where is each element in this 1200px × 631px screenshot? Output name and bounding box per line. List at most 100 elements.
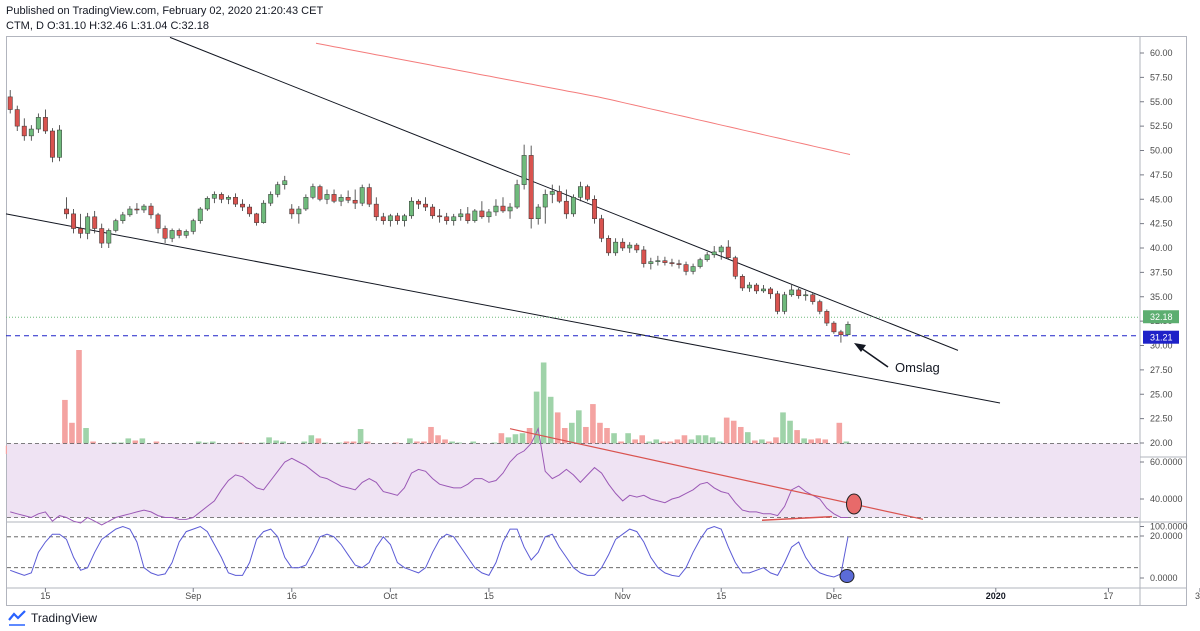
- candle-body: [430, 206, 436, 217]
- candle: [761, 285, 766, 293]
- candle: [577, 181, 583, 202]
- candle: [641, 246, 647, 268]
- candle: [655, 255, 661, 266]
- candle-body: [338, 197, 344, 202]
- candle-body: [317, 186, 323, 200]
- volume-bar: [604, 428, 610, 454]
- candle: [704, 251, 710, 262]
- candle: [225, 195, 231, 205]
- candle: [458, 209, 464, 221]
- candle-body: [697, 259, 703, 267]
- candle: [190, 218, 196, 235]
- candle-body: [711, 251, 717, 256]
- rsi-highlight-circle: [846, 493, 862, 515]
- candle: [247, 204, 253, 217]
- candle-body: [289, 208, 295, 215]
- rsi-tick-label: 40.0000: [1150, 494, 1183, 504]
- candle-body: [585, 186, 590, 200]
- candle-body: [810, 294, 816, 302]
- candle-body: [458, 213, 464, 218]
- price-tick-label: 27.50: [1150, 365, 1173, 375]
- candle: [197, 207, 203, 224]
- volume-bar: [737, 426, 744, 454]
- candle: [824, 309, 830, 326]
- candle-body: [394, 215, 400, 221]
- candle: [472, 209, 478, 223]
- price-tick-label: 42.50: [1150, 219, 1173, 229]
- candle-body: [507, 206, 513, 212]
- candle: [437, 209, 443, 223]
- candle: [831, 321, 837, 334]
- candle-body: [444, 216, 450, 221]
- candle: [423, 197, 429, 211]
- price-tick-label: 55.00: [1150, 97, 1173, 107]
- candle: [409, 197, 414, 219]
- candle: [725, 240, 731, 260]
- candle: [162, 225, 168, 244]
- candle-body: [99, 228, 105, 244]
- candle-body: [162, 228, 168, 239]
- price-tick-label: 22.50: [1150, 414, 1173, 424]
- candle: [627, 242, 633, 253]
- candle-body: [211, 194, 217, 199]
- candle-body: [359, 187, 365, 204]
- candle: [289, 204, 295, 219]
- candle: [296, 206, 302, 224]
- candle-body: [218, 194, 224, 200]
- candle: [739, 274, 745, 291]
- candle: [662, 256, 668, 266]
- candle: [676, 259, 682, 269]
- candle: [303, 194, 309, 211]
- candle-body: [577, 186, 583, 198]
- volume-bar: [794, 430, 800, 454]
- candle-body: [225, 197, 231, 200]
- candle: [585, 184, 590, 202]
- candle: [697, 257, 703, 269]
- time-tick-label: Dec: [826, 591, 843, 601]
- candle-body: [176, 230, 182, 236]
- time-axis: 15Sep16Oct15Nov15Dec2020173114Mar16: [40, 588, 1200, 601]
- candle-body: [310, 186, 316, 198]
- time-tick-label: Sep: [185, 591, 201, 601]
- candle-body: [268, 194, 274, 204]
- candle-body: [324, 194, 330, 200]
- candle: [28, 125, 34, 141]
- tradingview-logo[interactable]: TradingView: [8, 610, 97, 626]
- candle: [648, 257, 654, 270]
- candle-body: [817, 301, 823, 312]
- candle-body: [380, 216, 386, 221]
- candle-body: [261, 202, 267, 223]
- candle-body: [78, 228, 84, 234]
- candle: [768, 287, 773, 299]
- candle: [99, 223, 105, 248]
- candle-body: [838, 331, 844, 336]
- candle-body: [409, 200, 414, 217]
- candle: [204, 196, 210, 211]
- candle-body: [641, 249, 647, 264]
- candle-body: [676, 263, 682, 265]
- candle: [324, 189, 330, 205]
- volume-bar: [533, 391, 540, 454]
- candle-body: [49, 130, 55, 158]
- candle-body: [753, 284, 759, 292]
- volume-bar: [730, 420, 737, 454]
- last-price-tag-label: 32.18: [1150, 312, 1173, 322]
- candle-body: [493, 205, 499, 213]
- chart-header: Published on TradingView.com, February 0…: [0, 0, 1200, 36]
- candle: [803, 290, 809, 301]
- candle: [796, 287, 802, 299]
- lower-trend-line: [5, 213, 1001, 404]
- candle: [845, 321, 851, 336]
- candle-body: [613, 241, 619, 254]
- volume-bar: [745, 432, 751, 454]
- candle: [345, 190, 351, 204]
- candle-body: [500, 205, 506, 212]
- rsi-tick-label: 20.0000: [1150, 531, 1183, 541]
- tradingview-logo-icon: [8, 610, 26, 626]
- candle-body: [190, 220, 196, 232]
- candle: [451, 213, 457, 226]
- price-tick-label: 20.00: [1150, 438, 1173, 448]
- candle: [106, 228, 112, 248]
- candle: [134, 203, 140, 214]
